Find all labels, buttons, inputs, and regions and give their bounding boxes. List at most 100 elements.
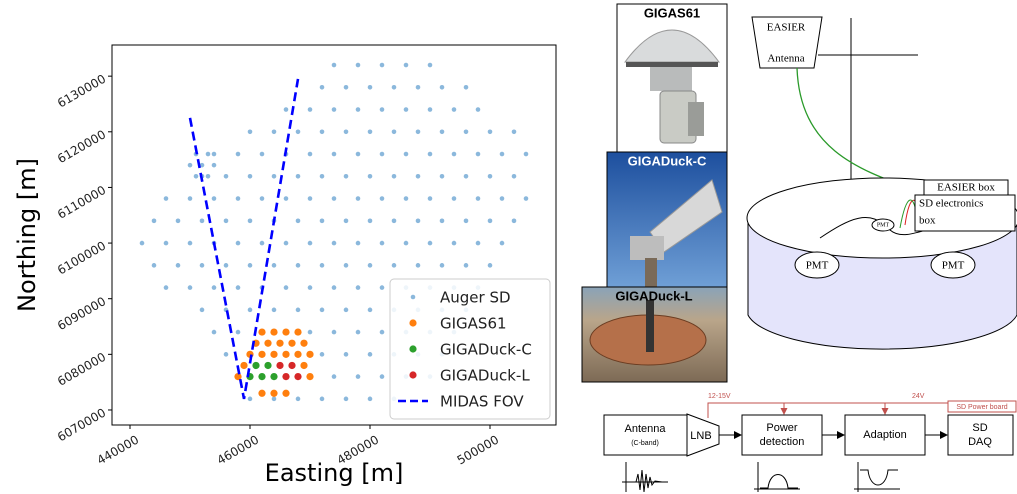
point <box>308 152 313 157</box>
point <box>258 351 265 358</box>
point <box>294 351 301 358</box>
block-label: Adaption <box>863 429 906 441</box>
point <box>206 152 211 157</box>
legend-label: GIGADuck-C <box>440 341 532 359</box>
point <box>284 107 289 112</box>
point <box>500 152 505 157</box>
point <box>300 362 307 369</box>
point <box>188 285 193 290</box>
point <box>270 390 277 397</box>
voltage-label: 12-15V <box>708 393 731 400</box>
point <box>236 152 241 157</box>
y-tick-label: 6120000 <box>55 127 108 166</box>
photo-label: GIGADuck-C <box>628 153 707 168</box>
point <box>212 163 217 168</box>
point <box>368 263 373 268</box>
point <box>428 107 433 112</box>
point <box>284 196 289 201</box>
point <box>260 196 265 201</box>
point <box>320 263 325 268</box>
point <box>488 263 493 268</box>
point <box>320 85 325 90</box>
point <box>282 328 289 335</box>
point <box>380 63 385 68</box>
point <box>240 362 247 369</box>
sd-box-label: box <box>919 215 936 227</box>
point <box>380 330 385 335</box>
point <box>200 263 205 268</box>
point <box>344 263 349 268</box>
point <box>344 85 349 90</box>
point <box>512 219 517 224</box>
legend-swatch <box>409 319 416 326</box>
x-tick-label: 460000 <box>215 433 262 468</box>
point <box>296 308 301 313</box>
point <box>440 129 445 134</box>
point <box>282 390 289 397</box>
point <box>300 340 307 347</box>
legend-swatch <box>409 345 416 352</box>
point <box>404 196 409 201</box>
point <box>212 196 217 201</box>
point <box>236 330 241 335</box>
point <box>288 340 295 347</box>
point <box>260 152 265 157</box>
pmt-label: PMT <box>806 260 829 272</box>
point <box>248 263 253 268</box>
y-tick-label: 6070000 <box>55 405 108 444</box>
block-label: detection <box>760 436 805 448</box>
point <box>524 196 529 201</box>
easier-box-label: EASIER box <box>937 182 995 194</box>
point <box>404 63 409 68</box>
point <box>164 241 169 246</box>
point <box>282 373 289 380</box>
point <box>380 107 385 112</box>
block-label: Power <box>766 422 798 434</box>
photo-label: GIGAS61 <box>644 5 700 20</box>
point <box>464 263 469 268</box>
point <box>392 174 397 179</box>
point <box>206 174 211 179</box>
point <box>344 219 349 224</box>
point <box>500 196 505 201</box>
power-board-label: SD Power board <box>956 404 1007 411</box>
point <box>356 63 361 68</box>
point <box>500 241 505 246</box>
point <box>464 129 469 134</box>
point <box>428 241 433 246</box>
x-tick-label: 440000 <box>95 433 142 468</box>
photo-gigaduck-c: GIGADuck-C <box>607 152 727 287</box>
point <box>272 174 277 179</box>
point <box>380 152 385 157</box>
point <box>264 362 271 369</box>
point <box>264 340 271 347</box>
block-label: Antenna <box>625 423 667 435</box>
photo-gigas61: GIGAS61 <box>617 4 727 152</box>
point <box>392 263 397 268</box>
point <box>236 241 241 246</box>
pmt-label: PMT <box>877 222 890 228</box>
photo-label: GIGADuck-L <box>615 288 692 303</box>
point <box>404 107 409 112</box>
point <box>332 196 337 201</box>
point <box>212 285 217 290</box>
point <box>276 362 283 369</box>
point <box>188 163 193 168</box>
point <box>308 107 313 112</box>
point <box>332 152 337 157</box>
point <box>296 263 301 268</box>
legend-swatch <box>409 371 416 378</box>
point <box>152 219 157 224</box>
point <box>258 328 265 335</box>
point <box>140 241 145 246</box>
point <box>332 107 337 112</box>
point <box>320 352 325 357</box>
point <box>272 129 277 134</box>
point <box>258 373 265 380</box>
point <box>464 174 469 179</box>
point <box>356 107 361 112</box>
point <box>248 219 253 224</box>
point <box>194 174 199 179</box>
point <box>356 241 361 246</box>
y-tick-label: 6110000 <box>55 183 108 222</box>
